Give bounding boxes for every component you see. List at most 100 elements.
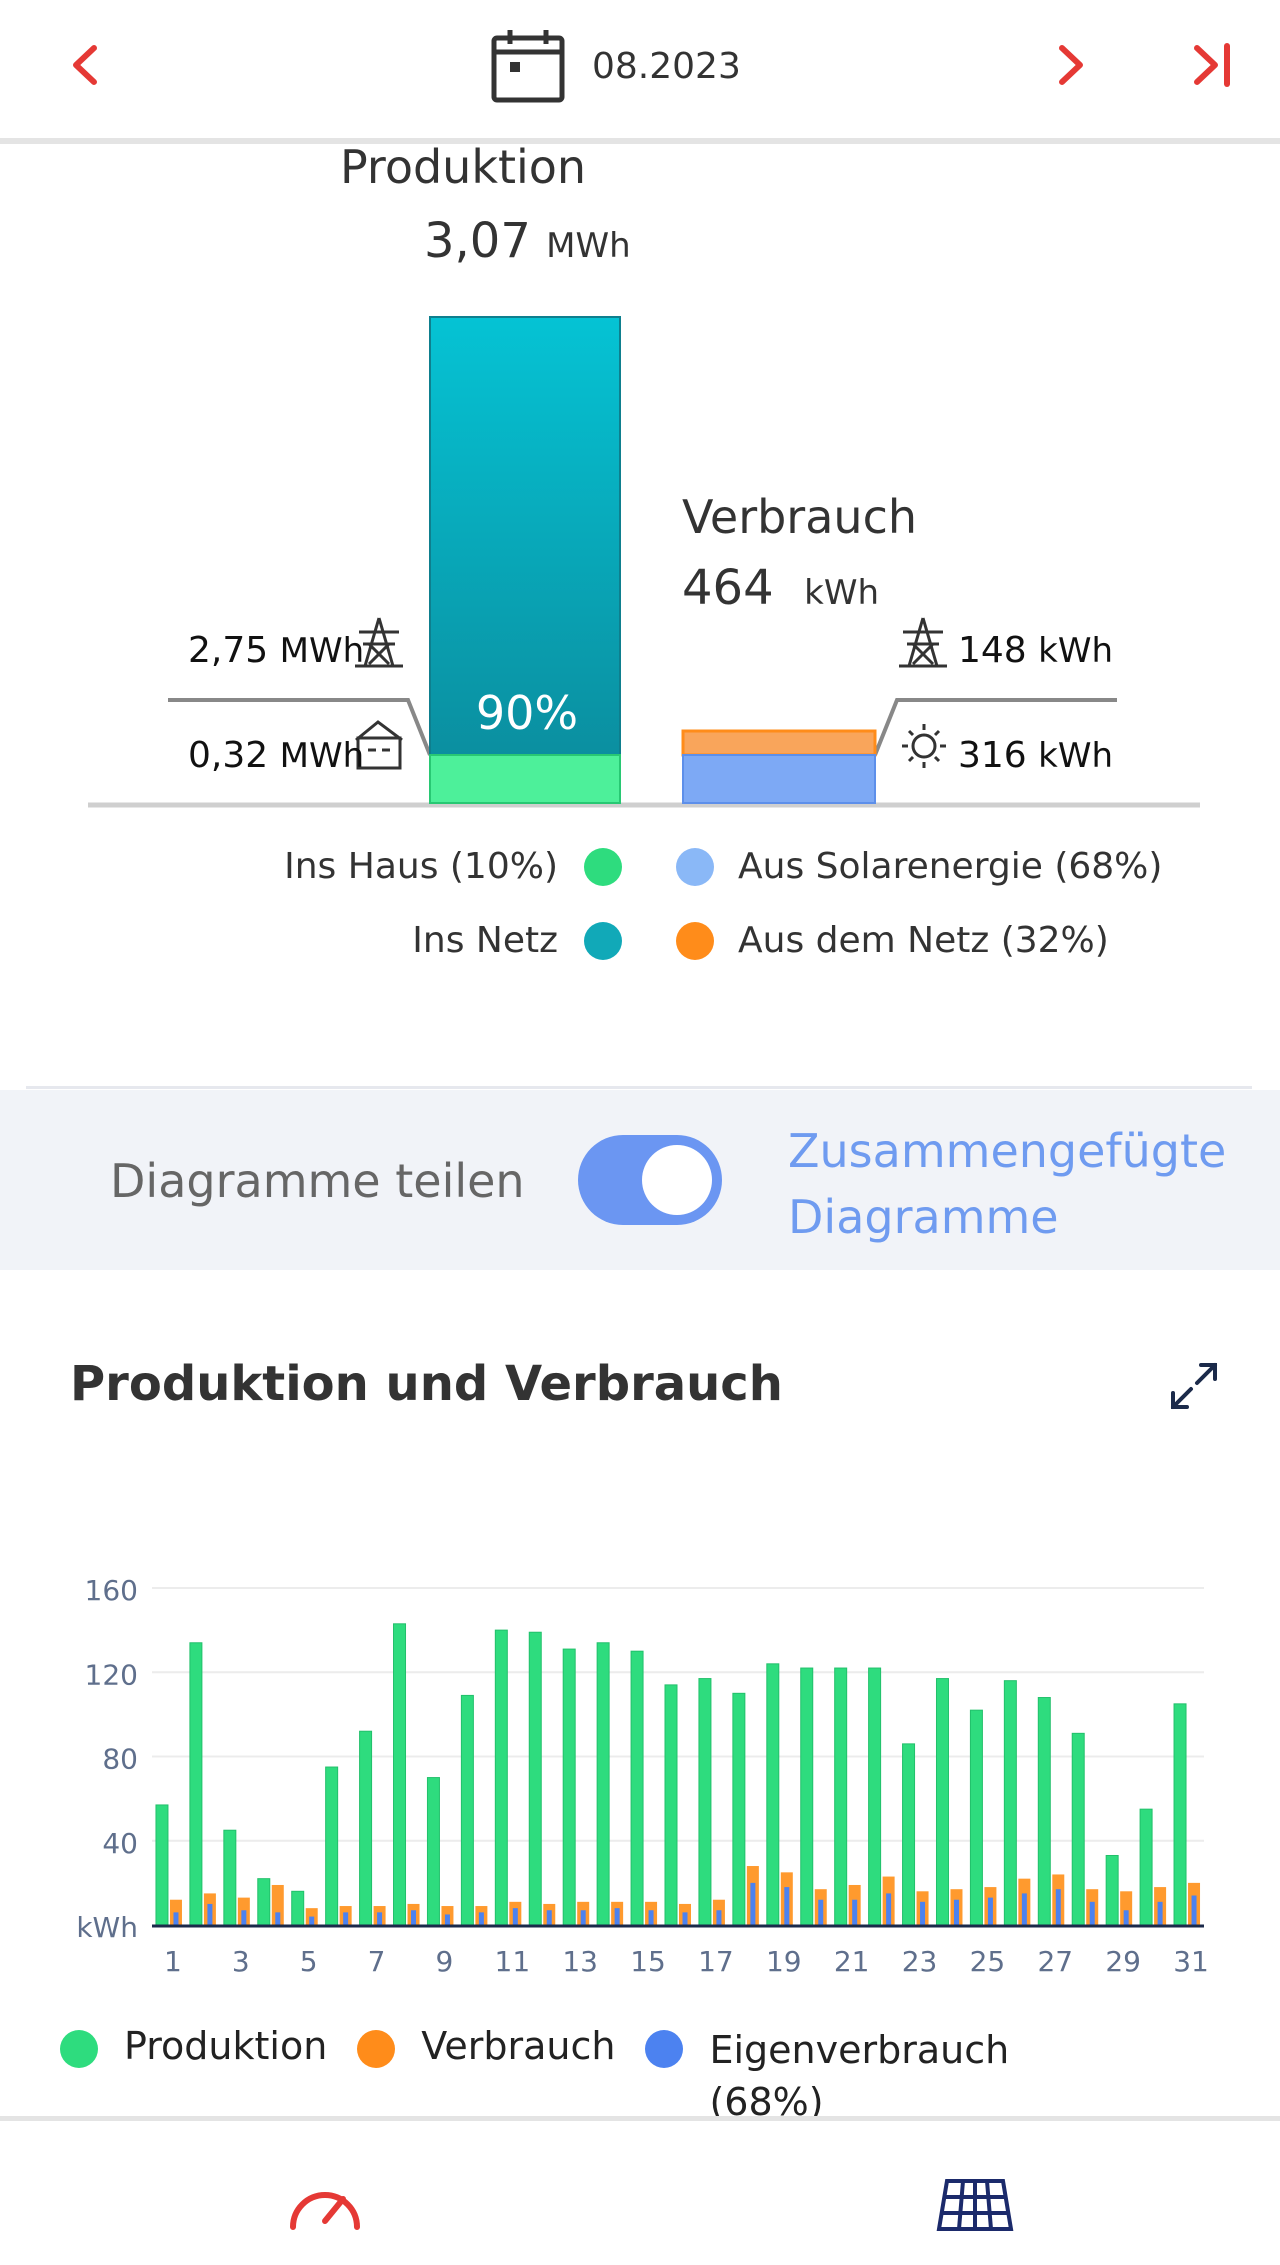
bar-self-consumption bbox=[716, 1910, 722, 1925]
bar-production bbox=[223, 1829, 237, 1926]
production-to-house-value: 0,32 MWh bbox=[188, 735, 364, 776]
consumption-grid-bar bbox=[681, 729, 877, 757]
consumption-total: 464 kWh bbox=[682, 560, 879, 616]
bar-production bbox=[1173, 1703, 1187, 1926]
merged-diagrams-line2: Diagramme bbox=[788, 1190, 1059, 1244]
x-tick-label: 15 bbox=[630, 1945, 666, 1978]
bar-production bbox=[393, 1623, 407, 1926]
consumption-grid-unit: kWh bbox=[1038, 631, 1114, 671]
x-tick-label: 5 bbox=[300, 1945, 318, 1978]
y-tick-label: 40 bbox=[102, 1827, 138, 1860]
bar-self-consumption bbox=[275, 1912, 281, 1925]
legend-ins-haus: Ins Haus (10%) bbox=[284, 846, 622, 887]
bar-self-consumption bbox=[1191, 1895, 1197, 1925]
bar-self-consumption bbox=[1055, 1889, 1061, 1925]
bar-production bbox=[902, 1743, 916, 1926]
next-month-button[interactable] bbox=[1040, 35, 1100, 95]
consumption-total-unit: kWh bbox=[804, 573, 879, 613]
date-picker[interactable]: 08.2023 bbox=[490, 28, 741, 104]
x-tick-label: 11 bbox=[495, 1945, 531, 1978]
bar-production bbox=[189, 1642, 203, 1926]
toggle-knob bbox=[642, 1145, 712, 1215]
overview-diagram bbox=[88, 316, 1200, 808]
production-total-unit: MWh bbox=[546, 226, 631, 266]
top-bar bbox=[0, 0, 1280, 140]
consumption-from-solar-value: 316 kWh bbox=[958, 735, 1113, 776]
last-month-button[interactable] bbox=[1182, 35, 1242, 95]
bar-self-consumption bbox=[444, 1914, 450, 1925]
legend-dot bbox=[676, 847, 714, 886]
y-tick-label: kWh bbox=[76, 1911, 138, 1944]
sun-icon bbox=[902, 724, 946, 768]
solar-panel-icon bbox=[936, 2179, 1014, 2231]
bar-production bbox=[494, 1629, 508, 1926]
bar-self-consumption bbox=[309, 1916, 315, 1925]
legend-dot bbox=[60, 2030, 98, 2068]
bar-production bbox=[155, 1804, 169, 1926]
legend-dot bbox=[676, 921, 714, 960]
bar-production bbox=[1071, 1732, 1085, 1926]
merged-diagrams-label[interactable]: Zusammengefügte Diagramme bbox=[788, 1118, 1248, 1250]
calendar-icon bbox=[491, 30, 565, 103]
expand-icon bbox=[1171, 1363, 1217, 1409]
consumption-total-value: 464 bbox=[682, 560, 774, 616]
bar-production bbox=[868, 1667, 882, 1926]
bar-self-consumption bbox=[886, 1893, 892, 1925]
production-grid-unit: MWh bbox=[279, 631, 365, 671]
legend-self-consumption[interactable]: Eigenverbrauch (68%) bbox=[645, 2024, 1009, 2128]
legend-label-line1: Eigenverbrauch bbox=[709, 2028, 1010, 2072]
bar-production bbox=[698, 1678, 712, 1926]
legend-production[interactable]: Produktion bbox=[60, 2024, 327, 2068]
consumption-solar-amount: 316 bbox=[958, 735, 1027, 776]
x-tick-label: 23 bbox=[902, 1945, 938, 1978]
bar-production bbox=[732, 1692, 746, 1926]
x-tick-label: 21 bbox=[834, 1945, 870, 1978]
x-tick-label: 3 bbox=[232, 1945, 250, 1978]
legend-dot bbox=[645, 2030, 684, 2068]
legend-label: Ins Netz bbox=[412, 920, 558, 961]
x-tick-label: 31 bbox=[1173, 1945, 1209, 1978]
bar-self-consumption bbox=[1021, 1893, 1027, 1925]
bar-production bbox=[834, 1667, 848, 1926]
chevron-right-icon bbox=[1059, 45, 1083, 85]
expand-chart-button[interactable] bbox=[1164, 1356, 1224, 1416]
skip-to-end-icon bbox=[1194, 43, 1230, 87]
bar-self-consumption bbox=[512, 1908, 518, 1925]
legend-label: Eigenverbrauch (68%) bbox=[709, 2024, 1009, 2128]
production-total-value: 3,07 bbox=[424, 213, 531, 269]
x-tick-label: 17 bbox=[698, 1945, 734, 1978]
legend-dot bbox=[584, 921, 622, 960]
production-grid-percent: 90% bbox=[475, 686, 579, 740]
bar-production bbox=[766, 1663, 780, 1926]
bar-consumption bbox=[271, 1884, 284, 1925]
production-house-unit: MWh bbox=[279, 736, 365, 776]
nav-dashboard-button[interactable] bbox=[280, 2165, 370, 2245]
y-tick-label: 160 bbox=[85, 1574, 138, 1607]
diagram-mode-toggle[interactable] bbox=[578, 1135, 722, 1225]
header-divider bbox=[0, 138, 1280, 144]
legend-label: Aus dem Netz (32%) bbox=[738, 920, 1109, 961]
nav-solar-button[interactable] bbox=[930, 2165, 1020, 2245]
bar-production bbox=[664, 1684, 678, 1926]
x-tick-label: 27 bbox=[1037, 1945, 1073, 1978]
chevron-left-icon bbox=[73, 45, 97, 85]
bar-self-consumption bbox=[682, 1912, 688, 1925]
x-tick-label: 13 bbox=[562, 1945, 598, 1978]
split-diagrams-label[interactable]: Diagramme teilen bbox=[110, 1154, 525, 1208]
consumption-title: Verbrauch bbox=[682, 490, 918, 544]
bar-production bbox=[359, 1730, 373, 1926]
x-tick-label: 29 bbox=[1105, 1945, 1141, 1978]
bar-production bbox=[630, 1650, 644, 1926]
consumption-grid-amount: 148 bbox=[958, 630, 1027, 671]
previous-month-button[interactable] bbox=[56, 35, 116, 95]
production-grid-amount: 2,75 bbox=[188, 630, 269, 671]
x-tick-label: 7 bbox=[368, 1945, 386, 1978]
bar-self-consumption bbox=[784, 1887, 790, 1925]
bar-production bbox=[800, 1667, 814, 1926]
legend-consumption[interactable]: Verbrauch bbox=[357, 2024, 615, 2068]
production-connector-line bbox=[168, 698, 432, 756]
production-to-grid-value: 2,75 MWh bbox=[188, 630, 364, 671]
bar-production bbox=[291, 1890, 305, 1926]
consumption-from-grid-value: 148 kWh bbox=[958, 630, 1113, 671]
bar-production bbox=[562, 1648, 576, 1926]
